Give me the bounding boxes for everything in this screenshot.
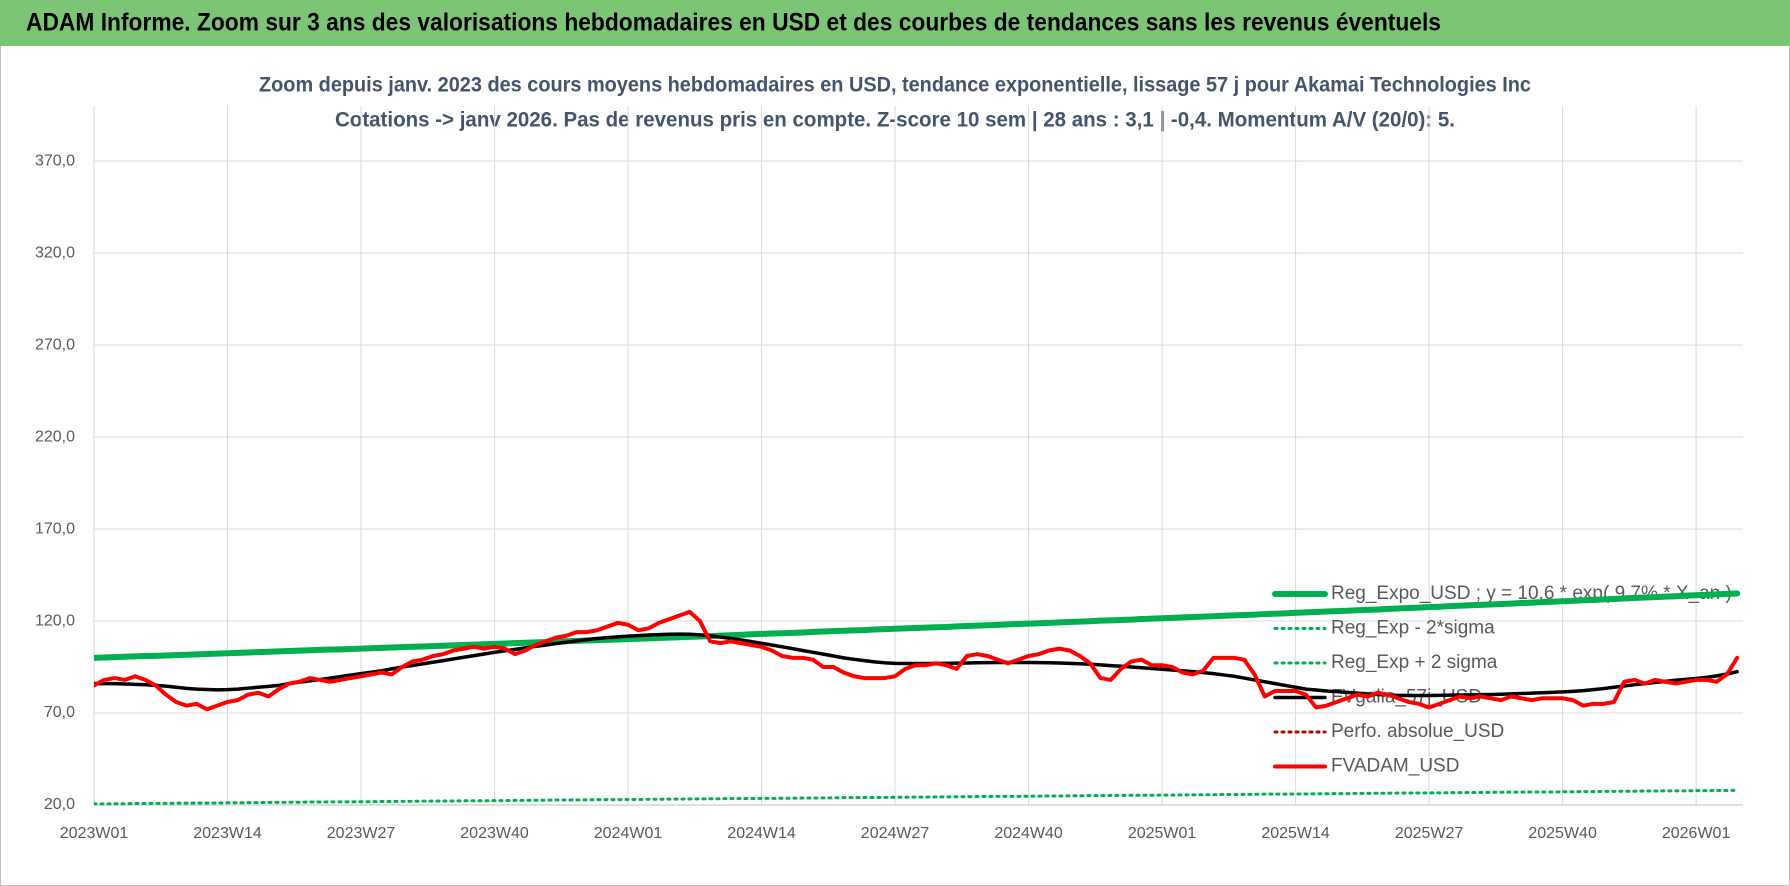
grid: 20,0 70,0 120,0 170,0 220,0 270,0 320,0 370,0 20… (35, 106, 1743, 842)
y-tick-label: 270,0 (35, 336, 75, 353)
y-tick-label: 220,0 (35, 428, 75, 445)
x-tick-label: 2025W14 (1261, 825, 1330, 842)
series-line (94, 590, 1741, 661)
x-tick-label: 2024W01 (594, 825, 663, 842)
legend-label: Reg_Exp - 2*sigma (1331, 618, 1495, 639)
x-tick-label: 2023W01 (60, 825, 129, 842)
series-line (94, 609, 1740, 712)
y-tick-label: 320,0 (35, 244, 75, 261)
x-tick-label: 2023W14 (193, 825, 262, 842)
y-tick-label: 120,0 (35, 612, 75, 629)
banner-title: ADAM Informe. Zoom sur 3 ans des valoris… (26, 9, 1441, 37)
x-tick-label: 2025W27 (1395, 825, 1464, 842)
y-tick-label: 370,0 (35, 152, 75, 169)
x-tick-label: 2025W01 (1128, 825, 1197, 842)
banner (0, 0, 1790, 46)
x-tick-label: 2024W40 (994, 825, 1063, 842)
legend-label: Reg_Exp + 2 sigma (1331, 652, 1498, 673)
y-tick-label: 170,0 (35, 520, 75, 537)
x-tick-label: 2024W14 (727, 825, 796, 842)
x-tick-label: 2025W40 (1528, 825, 1597, 842)
y-tick-label: 70,0 (44, 704, 75, 721)
legend-label: FVADAM_USD (1331, 756, 1459, 777)
x-tick-label: 2023W40 (460, 825, 529, 842)
legend-label: Perfo. absolue_USD (1331, 721, 1504, 742)
series-line (94, 788, 1739, 806)
plot (94, 590, 1741, 806)
x-tick-label: 2023W27 (327, 825, 396, 842)
chart-title: Zoom depuis janv. 2023 des cours moyens … (259, 74, 1531, 97)
x-tick-label: 2024W27 (861, 825, 930, 842)
x-tick-label: 2026W01 (1662, 825, 1731, 842)
y-tick-label: 20,0 (44, 796, 75, 813)
